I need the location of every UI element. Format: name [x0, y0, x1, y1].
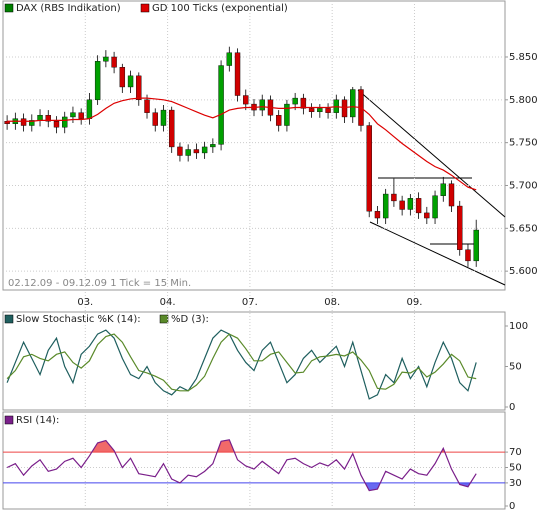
candle-body — [111, 56, 117, 68]
candle-body — [218, 65, 224, 145]
candle-body — [259, 99, 265, 111]
series-line — [7, 97, 477, 191]
candle-body — [210, 144, 216, 148]
candle-body — [103, 56, 109, 62]
legend-label: Slow Stochastic %K (14): — [16, 314, 141, 325]
candle-body — [86, 99, 93, 119]
series-line — [6, 333, 477, 392]
candle-body — [29, 120, 35, 126]
candle-body — [275, 115, 282, 126]
candle-body — [70, 112, 76, 118]
candle-body — [185, 149, 191, 156]
candle-body — [317, 108, 323, 113]
candle-body — [300, 97, 307, 109]
candle-body — [160, 109, 167, 126]
y-tick-label: 50 — [509, 463, 522, 474]
x-tick-label: 04. — [160, 297, 176, 308]
legend-swatch — [159, 314, 169, 324]
candle-body — [201, 146, 208, 154]
x-tick-label: 08. — [324, 297, 340, 308]
candle-body — [152, 112, 158, 126]
y-tick-label: 70 — [509, 447, 522, 458]
y-tick-label: 5.600 — [509, 266, 538, 277]
candle-body — [325, 108, 331, 113]
range-note: 02.12.09 - 09.12.09 1 Tick = 15 Min. — [8, 278, 191, 289]
series-line — [6, 439, 477, 492]
y-tick-label: 5.700 — [509, 180, 538, 191]
candle-body — [457, 205, 463, 250]
x-tick-label: 07. — [242, 297, 258, 308]
candle-body — [177, 146, 183, 156]
candle-body — [407, 198, 414, 210]
y-tick-label: 0 — [509, 402, 515, 413]
y-tick-label: 0 — [509, 501, 515, 512]
legend-label: RSI (14): — [16, 415, 59, 426]
legend-label: DAX (RBS Indikation) — [16, 3, 121, 14]
y-tick-label: 5.850 — [509, 52, 538, 63]
candle-body — [432, 195, 438, 219]
candle-body — [62, 116, 68, 128]
candle-body — [127, 75, 134, 88]
candle-body — [465, 249, 471, 262]
y-tick-label: 30 — [509, 478, 522, 489]
candle-body — [473, 229, 479, 262]
legend-label: GD 100 Ticks (exponential) — [152, 3, 288, 14]
candle-body — [448, 183, 455, 207]
candle-body — [374, 210, 381, 219]
candle-body — [234, 52, 241, 96]
series-line — [6, 329, 477, 400]
main-panel — [2, 0, 506, 291]
candle-body — [284, 103, 290, 126]
candle-body — [53, 121, 60, 128]
legend-swatch — [4, 415, 14, 425]
candle-body — [399, 200, 405, 210]
candle-body — [341, 99, 348, 118]
candle-body — [78, 112, 84, 119]
legend-label: %D (3): — [171, 314, 209, 325]
candle-body — [94, 61, 101, 101]
candle-body — [226, 52, 233, 66]
candle-body — [119, 67, 126, 88]
y-tick-label: 100 — [509, 321, 528, 332]
candle-body — [136, 75, 142, 101]
candle-body — [243, 95, 249, 105]
candle-body — [292, 97, 298, 105]
candle-body — [382, 193, 389, 219]
candle-body — [308, 108, 315, 113]
y-tick-label: 5.800 — [509, 95, 538, 106]
candle-body — [20, 118, 27, 126]
y-tick-label: 5.650 — [509, 223, 538, 234]
legend-swatch — [140, 3, 150, 13]
candle-body — [350, 89, 356, 118]
candle-body — [144, 99, 150, 113]
candle-body — [424, 212, 430, 219]
candle-body — [45, 115, 51, 122]
candle-body — [366, 125, 372, 212]
y-tick-label: 50 — [509, 362, 522, 373]
x-tick-label: 09. — [407, 297, 423, 308]
candle-body — [37, 115, 43, 121]
x-tick-label: 03. — [77, 297, 93, 308]
candle-body — [193, 149, 200, 154]
candle-body — [169, 109, 175, 148]
candle-body — [440, 183, 446, 196]
y-tick-label: 5.750 — [509, 138, 538, 149]
legend-swatch — [4, 314, 14, 324]
legend-swatch — [4, 3, 14, 13]
candle-body — [415, 198, 422, 214]
candle-body — [391, 193, 397, 202]
rsi-panel — [2, 411, 506, 510]
